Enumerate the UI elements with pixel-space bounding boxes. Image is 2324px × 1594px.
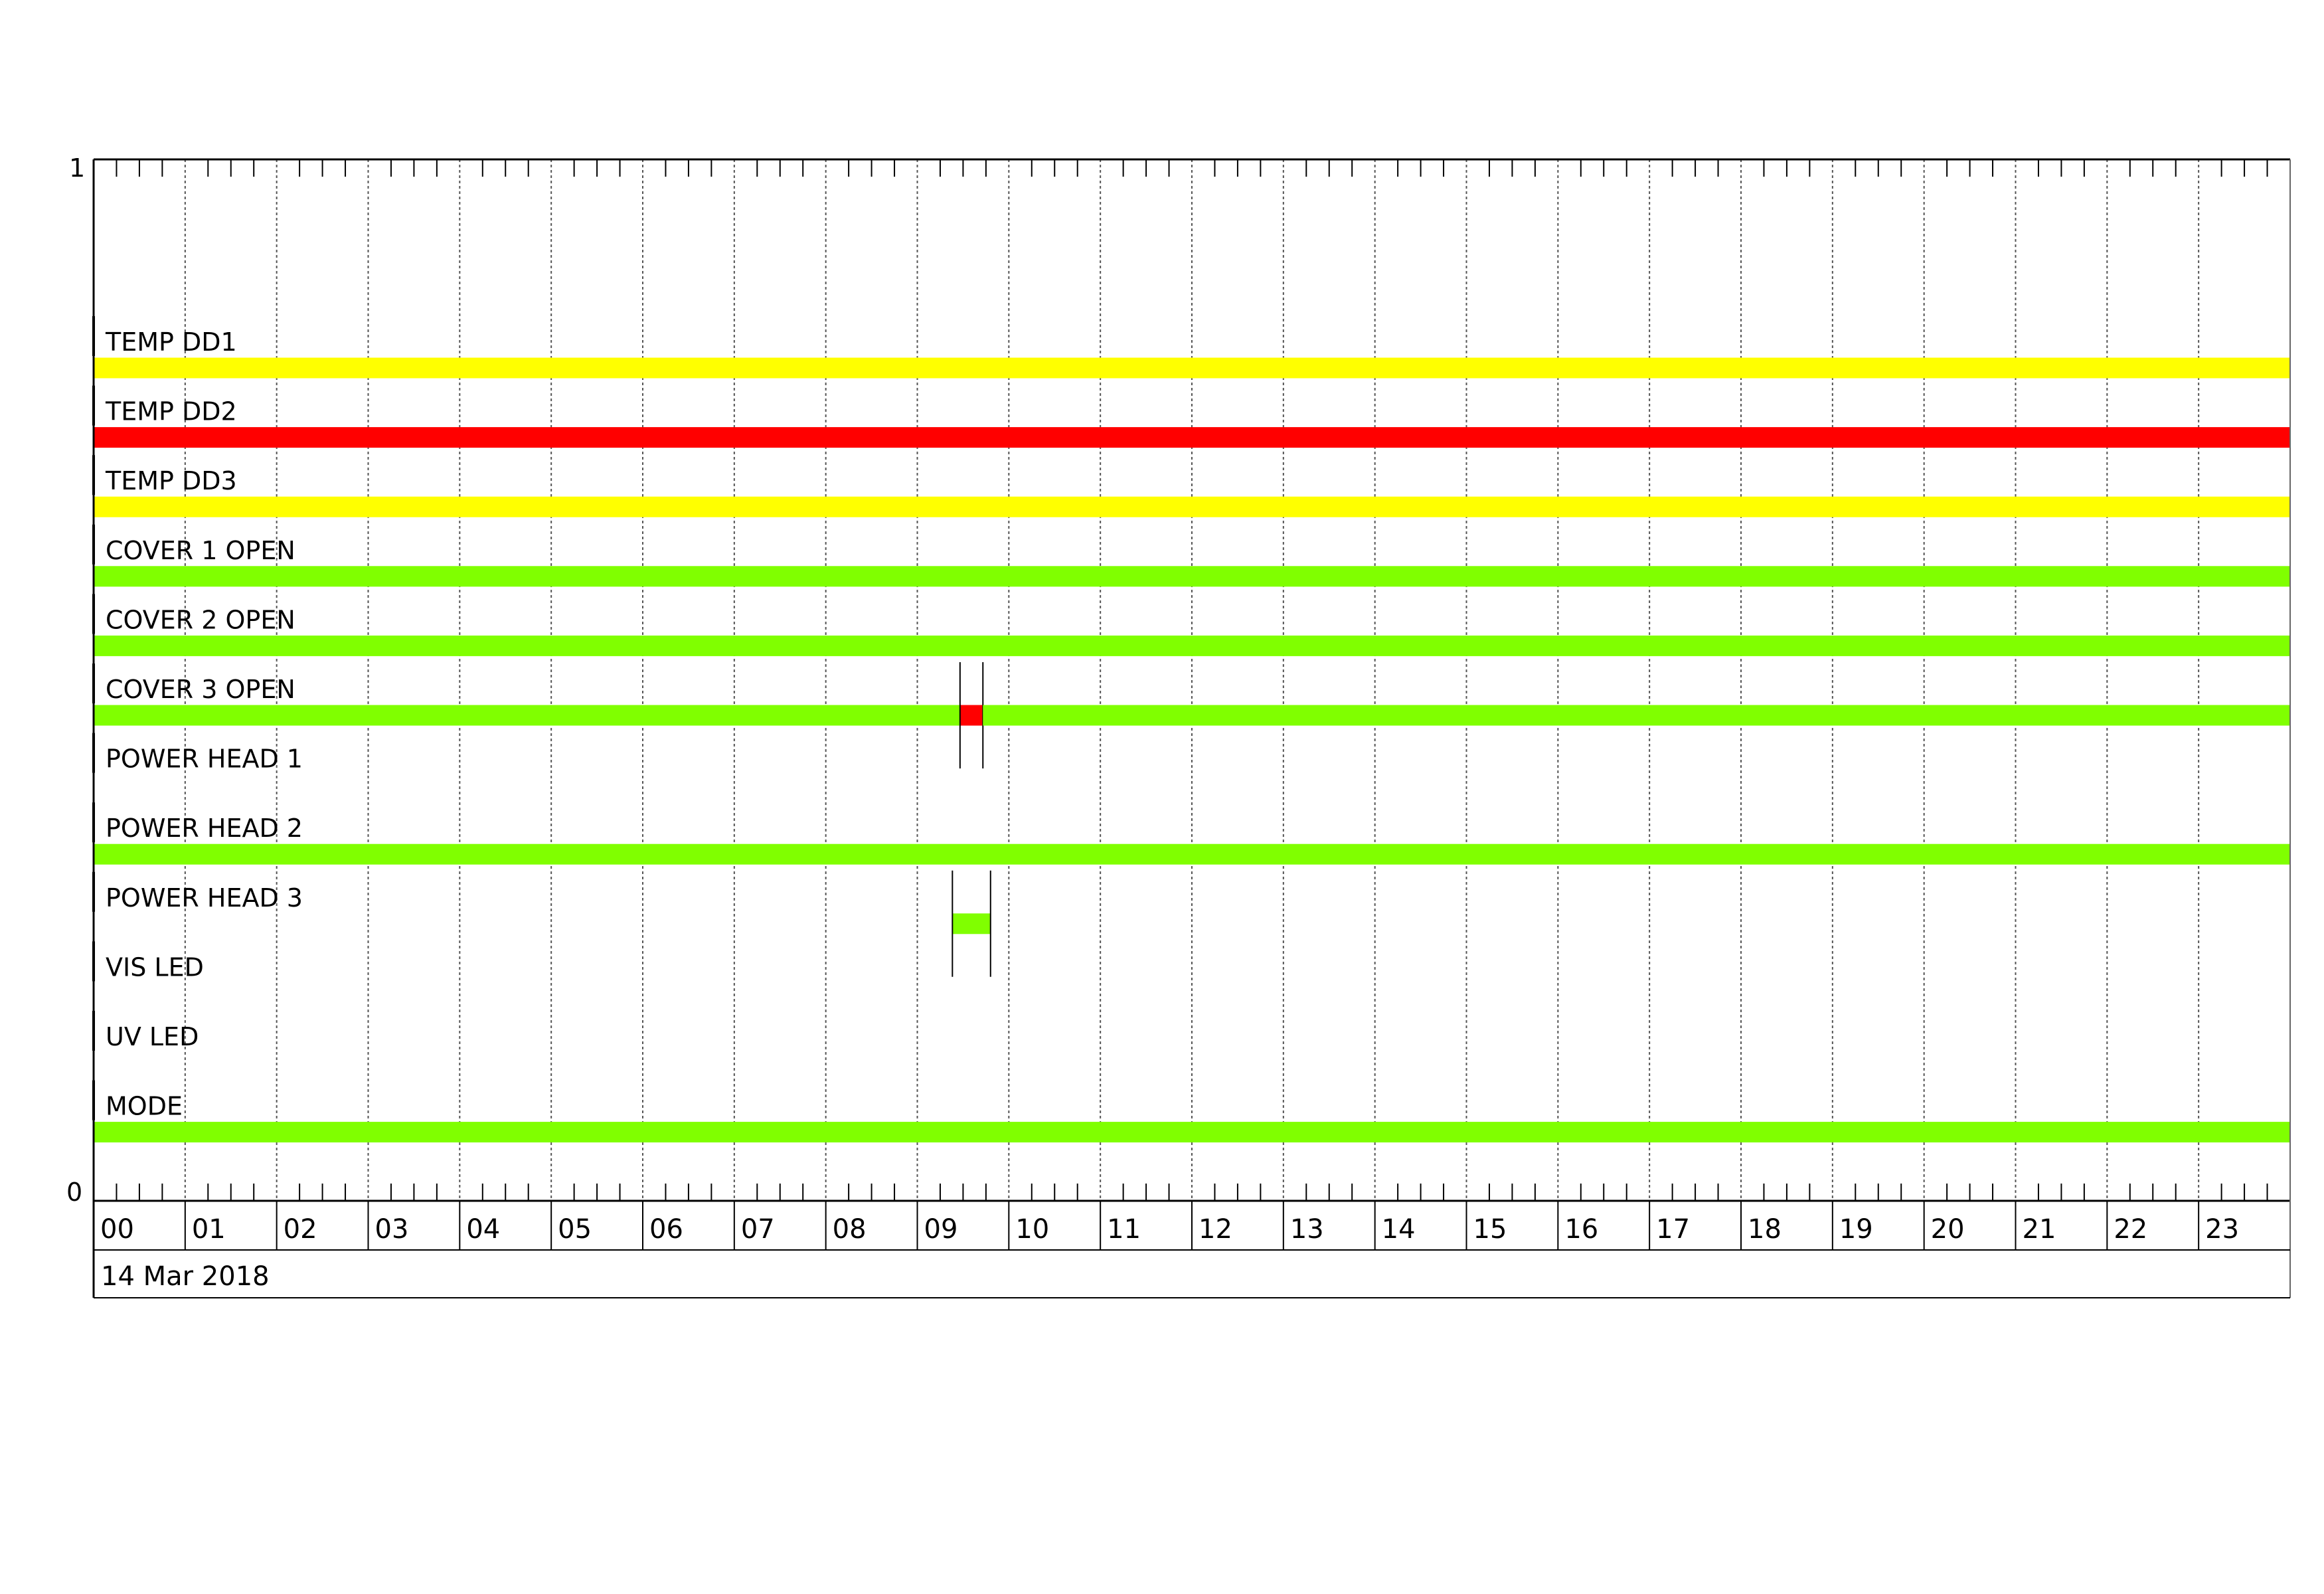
x-tick-label: 07 <box>741 1214 775 1245</box>
grid-lines <box>184 159 2200 1201</box>
x-tick-label: 05 <box>558 1214 592 1245</box>
state-bars <box>94 357 2290 1143</box>
x-tick-label: 09 <box>924 1214 958 1245</box>
date-label: 14 Mar 2018 <box>101 1261 270 1292</box>
state-bar-segment <box>94 705 960 726</box>
x-tick-label: 11 <box>1107 1214 1141 1245</box>
row-label: POWER HEAD 2 <box>106 814 303 843</box>
y-tick-label-top: 1 <box>69 153 85 183</box>
x-tick-label: 19 <box>1839 1214 1873 1245</box>
state-bar-segment <box>94 427 2290 448</box>
x-tick-label: 06 <box>649 1214 683 1245</box>
x-tick-label: 04 <box>466 1214 500 1245</box>
x-tick-label: 13 <box>1290 1214 1324 1245</box>
row-label: VIS LED <box>106 952 204 982</box>
x-tick-label: 15 <box>1473 1214 1507 1245</box>
x-tick-label: 14 <box>1382 1214 1416 1245</box>
row-label: UV LED <box>106 1022 199 1051</box>
state-bar-segment <box>959 705 983 726</box>
row-label: COVER 3 OPEN <box>106 675 295 704</box>
row-label: COVER 1 OPEN <box>106 536 295 565</box>
x-tick-label: 00 <box>100 1214 134 1245</box>
x-tick-label: 10 <box>1015 1214 1049 1245</box>
state-bar-segment <box>94 357 2290 379</box>
state-bar-segment <box>94 843 2290 865</box>
y-tick-label-bottom: 0 <box>66 1178 82 1207</box>
row-labels: TEMP DD1 TEMP DD2 TEMP DD3 COVER 1 OPEN COVE… <box>105 327 303 1121</box>
row-label: POWER HEAD 1 <box>106 745 303 774</box>
row-label: TEMP DD1 <box>105 327 237 357</box>
x-tick-label: 08 <box>833 1214 867 1245</box>
x-tick-label: 17 <box>1656 1214 1690 1245</box>
state-bar-segment <box>94 496 2290 517</box>
x-tick-label: 16 <box>1564 1214 1598 1245</box>
x-tick-label: 20 <box>1931 1214 1965 1245</box>
x-tick-label: 22 <box>2114 1214 2147 1245</box>
state-bar-segment <box>94 1122 2290 1143</box>
x-tick-label: 23 <box>2205 1214 2239 1245</box>
state-bar-segment <box>94 566 2290 587</box>
row-label: MODE <box>106 1092 183 1121</box>
x-tick-label: 02 <box>284 1214 317 1245</box>
state-bar-segment <box>983 705 2290 726</box>
state-bar-segment <box>94 635 2290 656</box>
x-tick-labels: 00 01 02 03 04 05 06 07 08 09 10 11 12 13 14 15 16 17 18 19… <box>100 1214 2239 1245</box>
row-label: TEMP DD2 <box>105 397 237 426</box>
row-label: TEMP DD3 <box>105 466 237 495</box>
x-tick-label: 18 <box>1748 1214 1782 1245</box>
x-tick-label: 03 <box>375 1214 409 1245</box>
axes: 1 0 14 Mar 2018 <box>66 153 2291 1298</box>
state-bar-segment <box>952 913 991 934</box>
x-tick-label: 21 <box>2023 1214 2056 1245</box>
x-tick-label: 01 <box>192 1214 226 1245</box>
row-label: POWER HEAD 3 <box>106 883 303 913</box>
row-label: COVER 2 OPEN <box>106 605 295 634</box>
x-tick-label: 12 <box>1199 1214 1232 1245</box>
